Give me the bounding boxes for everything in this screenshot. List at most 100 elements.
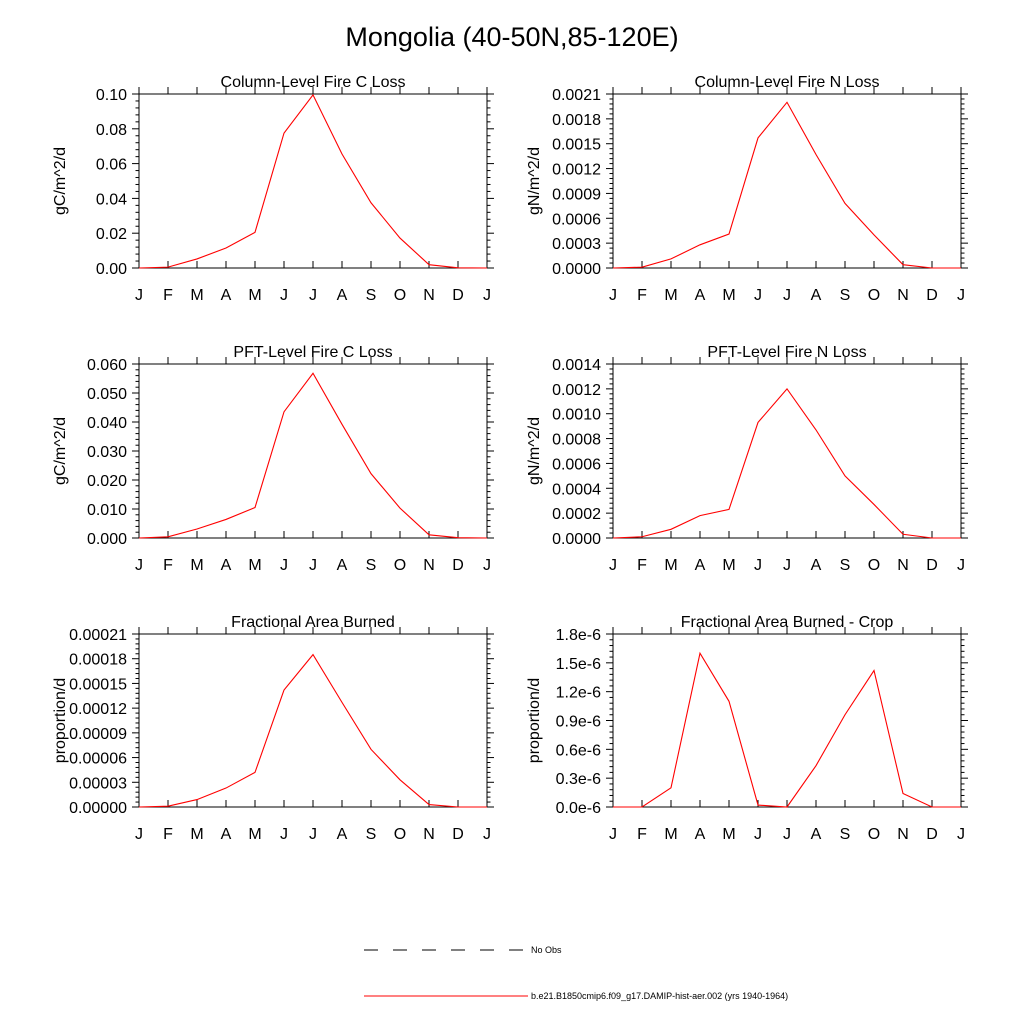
y-tick-label: 0.0014 — [552, 357, 601, 374]
y-axis-label: proportion/d — [52, 678, 69, 763]
x-tick-label: M — [722, 557, 735, 574]
y-tick-label: 0.0008 — [552, 432, 601, 449]
x-tick-label: N — [897, 826, 909, 843]
x-tick-label: J — [280, 557, 288, 574]
y-tick-label: 0.030 — [87, 444, 127, 461]
series-line — [138, 372, 488, 539]
y-tick-label: 0.0009 — [552, 186, 601, 203]
x-tick-label: A — [337, 557, 348, 574]
x-tick-label: J — [483, 287, 491, 304]
x-tick-label: J — [280, 826, 288, 843]
x-tick-label: A — [811, 557, 822, 574]
y-tick-label: 0.00009 — [69, 726, 127, 743]
y-tick-label: 0.0012 — [552, 382, 601, 399]
x-tick-label: J — [957, 287, 965, 304]
x-tick-label: J — [754, 826, 762, 843]
x-tick-label: S — [366, 826, 377, 843]
y-axis-label: gN/m^2/d — [526, 147, 543, 215]
x-tick-label: D — [926, 287, 938, 304]
x-tick-label: J — [783, 287, 791, 304]
x-tick-label: J — [609, 826, 617, 843]
y-tick-label: 0.9e-6 — [556, 714, 601, 731]
x-tick-label: M — [190, 287, 203, 304]
x-tick-label: N — [897, 557, 909, 574]
x-tick-label: F — [163, 557, 173, 574]
x-tick-label: D — [926, 826, 938, 843]
x-tick-label: S — [366, 557, 377, 574]
x-tick-label: O — [394, 826, 406, 843]
x-tick-label: F — [637, 826, 647, 843]
y-tick-label: 0.0006 — [552, 211, 601, 228]
x-tick-label: M — [664, 287, 677, 304]
x-tick-label: J — [754, 557, 762, 574]
y-tick-label: 0.0e-6 — [556, 800, 601, 817]
x-tick-label: A — [695, 287, 706, 304]
x-tick-label: A — [221, 557, 232, 574]
x-tick-label: J — [135, 826, 143, 843]
x-tick-label: J — [309, 826, 317, 843]
x-tick-label: D — [452, 826, 464, 843]
y-tick-label: 0.0018 — [552, 112, 601, 129]
y-tick-label: 0.0000 — [552, 531, 601, 548]
y-axis-label: gN/m^2/d — [526, 417, 543, 485]
x-tick-label: A — [811, 826, 822, 843]
x-tick-label: O — [868, 557, 880, 574]
y-tick-label: 0.0015 — [552, 137, 601, 154]
y-tick-label: 0.00000 — [69, 800, 127, 817]
series-line — [612, 387, 961, 539]
x-tick-label: M — [664, 826, 677, 843]
y-tick-label: 0.050 — [87, 386, 127, 403]
y-tick-label: 0.00018 — [69, 652, 127, 669]
y-tick-label: 0.10 — [96, 87, 127, 104]
x-tick-label: O — [868, 826, 880, 843]
x-tick-label: S — [840, 826, 851, 843]
x-tick-label: J — [135, 287, 143, 304]
panel-title: Column-Level Fire N Loss — [695, 74, 880, 91]
x-tick-label: M — [722, 287, 735, 304]
x-tick-label: S — [840, 557, 851, 574]
y-tick-label: 0.00006 — [69, 751, 127, 768]
y-tick-label: 0.020 — [87, 473, 127, 490]
x-tick-label: J — [280, 287, 288, 304]
y-tick-label: 0.0012 — [552, 162, 601, 179]
x-tick-label: N — [423, 557, 435, 574]
x-tick-label: J — [483, 557, 491, 574]
series-line — [138, 93, 488, 269]
x-tick-label: D — [926, 557, 938, 574]
y-tick-label: 0.040 — [87, 415, 127, 432]
x-tick-label: M — [190, 826, 203, 843]
x-tick-label: N — [897, 287, 909, 304]
y-tick-label: 0.0004 — [552, 481, 601, 498]
legend-label: No Obs — [531, 945, 562, 955]
y-tick-label: 0.0002 — [552, 506, 601, 523]
y-tick-label: 0.00012 — [69, 701, 127, 718]
x-tick-label: M — [722, 826, 735, 843]
y-tick-label: 1.8e-6 — [556, 627, 601, 644]
x-tick-label: F — [637, 287, 647, 304]
y-tick-label: 1.2e-6 — [556, 685, 601, 702]
y-tick-label: 0.010 — [87, 502, 127, 519]
x-tick-label: J — [609, 287, 617, 304]
panel-title: Fractional Area Burned — [231, 614, 395, 631]
plot-frame — [612, 93, 962, 269]
x-tick-label: A — [695, 826, 706, 843]
legend-label: b.e21.B1850cmip6.f09_g17.DAMIP-hist-aer.… — [531, 991, 788, 1001]
plot-frame — [138, 633, 488, 808]
plot-frame — [138, 363, 488, 539]
x-tick-label: M — [248, 826, 261, 843]
y-tick-label: 0.00021 — [69, 627, 127, 644]
x-tick-label: N — [423, 287, 435, 304]
y-tick-label: 0.060 — [87, 357, 127, 374]
x-tick-label: M — [190, 557, 203, 574]
y-tick-label: 0.00003 — [69, 775, 127, 792]
y-tick-label: 0.06 — [96, 157, 127, 174]
x-tick-label: F — [163, 826, 173, 843]
y-tick-label: 0.00015 — [69, 676, 127, 693]
x-tick-label: J — [609, 557, 617, 574]
panel-title: Fractional Area Burned - Crop — [681, 614, 894, 631]
x-tick-label: O — [868, 287, 880, 304]
x-tick-label: A — [337, 826, 348, 843]
